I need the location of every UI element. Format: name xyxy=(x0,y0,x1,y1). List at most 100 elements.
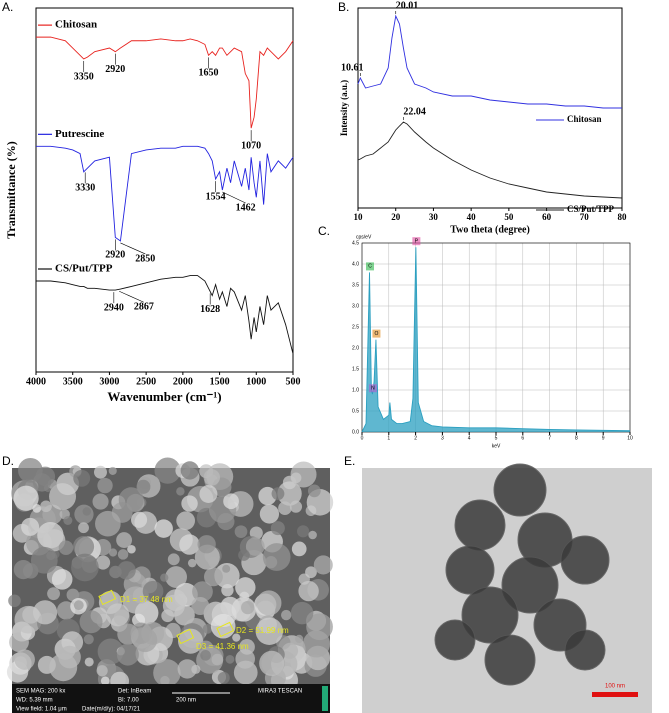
x-axis-label: keV xyxy=(492,443,501,449)
peak-label: 10.61 xyxy=(341,62,364,73)
grain xyxy=(223,493,239,510)
grain xyxy=(131,511,148,528)
x-axis-label: Two theta (degree) xyxy=(450,224,530,235)
element-box xyxy=(368,384,377,393)
grain xyxy=(191,664,201,674)
peak-label: 1628 xyxy=(200,304,220,315)
grain xyxy=(259,504,280,524)
grain xyxy=(95,555,111,570)
grain xyxy=(95,510,121,537)
x-tick-label: 3500 xyxy=(63,376,83,387)
grain xyxy=(142,580,164,602)
x-tick-label: 7 xyxy=(548,435,551,441)
sem-info: SEM MAG: 200 kx xyxy=(16,689,65,695)
grain xyxy=(256,590,282,616)
area-fill xyxy=(362,247,630,432)
y-tick-label: 2.0 xyxy=(352,345,359,351)
measure-box xyxy=(98,589,117,606)
x-tick-label: 50 xyxy=(504,212,514,222)
particle xyxy=(560,535,610,585)
grain xyxy=(83,634,94,645)
x-tick-label: 1000 xyxy=(246,376,266,387)
grain xyxy=(179,534,200,555)
grain xyxy=(92,493,109,510)
micrographs: D1 = 37.48 nm D2 = 51.99 nm D3 = 41.36 n… xyxy=(6,457,652,713)
peak-label: 1554 xyxy=(206,191,226,202)
grain xyxy=(203,469,221,486)
peak-label: 1070 xyxy=(241,140,261,151)
peak-label: 2940 xyxy=(104,302,124,313)
grain xyxy=(308,530,317,540)
x-tick-label: 3000 xyxy=(99,376,119,387)
series-line xyxy=(36,275,294,354)
grain xyxy=(291,541,307,557)
particle xyxy=(445,545,495,595)
grain xyxy=(281,609,292,621)
y-tick-label: 2.5 xyxy=(352,324,359,330)
grain xyxy=(84,657,94,667)
sem-info: 200 nm xyxy=(176,698,196,704)
grain xyxy=(162,594,185,617)
grain xyxy=(176,487,185,496)
y-tick-label: 3.0 xyxy=(352,303,359,309)
grain xyxy=(221,584,234,597)
measure-box xyxy=(216,621,235,638)
sem-info: WD: 5.39 mm xyxy=(16,698,53,704)
grain xyxy=(58,645,81,669)
legend-label: Chitosan xyxy=(55,19,97,31)
grain xyxy=(97,638,124,665)
grain xyxy=(232,633,241,642)
tem-texture xyxy=(434,463,610,686)
grain xyxy=(35,466,56,487)
element-label: P xyxy=(415,239,419,245)
grain xyxy=(203,567,223,587)
x-tick-label: 9 xyxy=(602,435,605,441)
particle xyxy=(461,586,519,644)
grain xyxy=(241,600,255,615)
x-tick-label: 0 xyxy=(361,435,364,441)
x-tick-label: 4 xyxy=(468,435,471,441)
grain xyxy=(82,507,92,516)
grain xyxy=(30,546,58,574)
peak-label: 2850 xyxy=(135,253,155,264)
legend-label: Chitosan xyxy=(567,114,602,124)
grain xyxy=(180,461,199,480)
y-tick-label: 4.5 xyxy=(352,240,359,246)
peak-label: 3330 xyxy=(75,183,95,194)
measure-box xyxy=(176,628,195,645)
element-label: N xyxy=(371,386,375,392)
y-axis-label: cps/eV xyxy=(356,234,372,240)
x-tick-label: 70 xyxy=(580,212,590,222)
grain xyxy=(191,596,210,616)
y-tick-label: 3.5 xyxy=(352,282,359,288)
x-tick-label: 5 xyxy=(495,435,498,441)
grain xyxy=(106,603,130,627)
grain xyxy=(199,484,218,503)
grain xyxy=(97,477,113,494)
grain xyxy=(307,484,321,498)
grain xyxy=(167,553,180,566)
y-axis-label: Intensity (a.u.) xyxy=(339,80,349,136)
grain xyxy=(245,537,265,556)
grain xyxy=(305,566,317,579)
grain xyxy=(93,465,107,479)
measurement: D2 = 51.99 nm xyxy=(236,626,289,635)
grain xyxy=(136,479,151,494)
grain xyxy=(32,600,58,625)
grain xyxy=(8,594,21,608)
grain xyxy=(117,561,136,580)
grain xyxy=(132,627,158,653)
panel-label: A. xyxy=(2,0,13,14)
grain xyxy=(278,501,292,515)
sem-texture xyxy=(6,457,334,695)
sem-info-bar xyxy=(12,684,330,713)
grain xyxy=(271,487,285,501)
annotation-leader xyxy=(119,290,144,303)
x-tick-label: 2 xyxy=(414,435,417,441)
grain xyxy=(100,676,110,686)
panel-label: E. xyxy=(344,454,355,468)
grain xyxy=(153,659,181,687)
peak-label: 1650 xyxy=(199,68,219,79)
x-tick-label: 6 xyxy=(521,435,524,441)
grain xyxy=(197,535,216,554)
